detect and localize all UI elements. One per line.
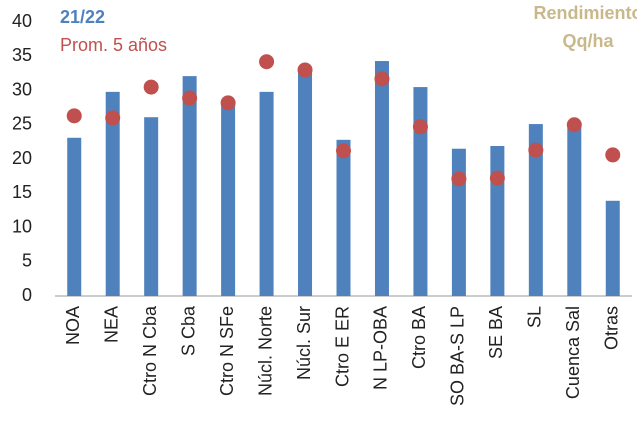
dot: [182, 90, 198, 106]
x-tick-label: Núcl. Sur: [294, 306, 314, 380]
dot: [374, 71, 390, 87]
bar: [182, 76, 197, 297]
dot: [528, 142, 544, 158]
y-tick-label: 35: [12, 45, 32, 65]
chart-title: Qq/ha: [562, 31, 614, 51]
bar: [528, 124, 543, 296]
bar: [490, 145, 505, 296]
x-tick-label: SE BA: [486, 306, 506, 359]
y-tick-label: 30: [12, 79, 32, 99]
bar: [67, 137, 82, 296]
y-tick-label: 10: [12, 216, 32, 236]
bar: [105, 91, 120, 297]
bar: [567, 122, 582, 296]
x-tick-label: N LP-OBA: [371, 306, 391, 390]
x-tick-label: Otras: [602, 306, 622, 350]
bar: [451, 148, 466, 296]
y-tick-label: 15: [12, 182, 32, 202]
dot: [605, 147, 621, 163]
legend-entry: Prom. 5 años: [60, 35, 167, 55]
x-tick-label: Ctro BA: [409, 306, 429, 369]
x-tick-label: SO BA-S LP: [448, 306, 468, 406]
dot: [220, 95, 236, 111]
bar: [298, 67, 313, 297]
x-tick-label: Cuenca Sal: [563, 306, 583, 399]
x-tick-label: Núcl. Norte: [255, 306, 275, 396]
x-tick-label: Ctro N Cba: [140, 305, 160, 396]
legend-entry: 21/22: [60, 7, 105, 27]
y-tick-label: 40: [12, 11, 32, 31]
y-tick-label: 5: [22, 251, 32, 271]
dot: [336, 143, 351, 159]
bar: [336, 139, 351, 296]
x-tick-label: Ctro E ER: [332, 306, 352, 387]
dot: [297, 62, 313, 78]
dot: [259, 54, 275, 70]
dot: [105, 110, 121, 126]
bar: [221, 100, 236, 297]
x-tick-label: NEA: [101, 306, 121, 343]
bar: [374, 61, 389, 296]
x-tick-label: SL: [525, 306, 545, 328]
dot: [566, 117, 582, 133]
y-tick-label: 25: [12, 114, 32, 134]
x-tick-label: Ctro N SFe: [217, 306, 237, 396]
y-tick-label: 20: [12, 148, 32, 168]
bar: [259, 91, 274, 297]
y-tick-label: 0: [22, 285, 32, 305]
dot: [143, 79, 159, 95]
dot: [489, 170, 505, 186]
x-tick-label: NOA: [63, 306, 83, 345]
x-tick-label: S Cba: [178, 305, 198, 356]
dot: [66, 108, 82, 124]
bar: [413, 87, 428, 296]
dot: [412, 119, 428, 135]
bar: [605, 200, 620, 296]
dot: [451, 171, 467, 187]
bar: [144, 117, 159, 296]
chart-title: Rendimiento: [533, 3, 637, 23]
